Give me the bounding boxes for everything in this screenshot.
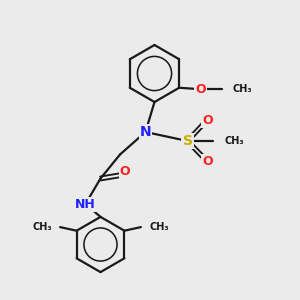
Text: CH₃: CH₃ bbox=[224, 136, 244, 146]
Text: CH₃: CH₃ bbox=[32, 222, 52, 232]
Text: NH: NH bbox=[75, 197, 96, 211]
Text: N: N bbox=[140, 125, 151, 139]
Text: CH₃: CH₃ bbox=[233, 84, 253, 94]
Text: CH₃: CH₃ bbox=[149, 222, 169, 232]
Text: S: S bbox=[182, 134, 193, 148]
Text: O: O bbox=[202, 113, 213, 127]
Text: O: O bbox=[202, 155, 213, 168]
Text: O: O bbox=[196, 83, 206, 96]
Text: O: O bbox=[120, 165, 130, 178]
